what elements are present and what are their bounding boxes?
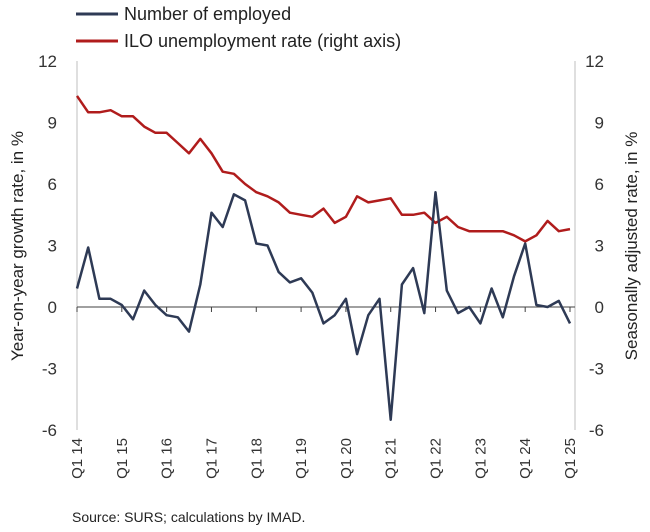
- series-line-number-of-employed: [75, 190, 572, 422]
- x-tick-label: Q1 20: [338, 438, 355, 479]
- legend-label-unemployment: ILO unemployment rate (right axis): [124, 31, 401, 51]
- right-tick-label: -6: [589, 421, 604, 440]
- series-line-unemployment-rate: [75, 95, 571, 243]
- left-tick-label: 3: [48, 237, 57, 256]
- left-tick-label: -6: [42, 421, 57, 440]
- x-tick-label: Q1 14: [69, 438, 86, 479]
- source-note: Source: SURS; calculations by IMAD.: [72, 509, 306, 525]
- legend-label-employed: Number of employed: [124, 4, 291, 24]
- right-tick-label: 9: [595, 114, 604, 133]
- plot-frame: [76, 61, 576, 430]
- right-axis-title: Seasonally adjusted rate, in %: [622, 132, 641, 361]
- right-tick-labels: -6 -3 0 3 6 9 12: [585, 52, 604, 440]
- left-tick-labels: -6 -3 0 3 6 9 12: [38, 52, 57, 440]
- right-tick-label: 6: [595, 175, 604, 194]
- left-tick-label: 12: [38, 52, 57, 71]
- left-tick-label: 0: [48, 298, 57, 317]
- x-tick-label: Q1 19: [293, 438, 310, 479]
- x-tick-label: Q1 22: [428, 438, 445, 479]
- right-tick-label: -3: [589, 360, 604, 379]
- x-tick-labels: Q1 14 Q1 15 Q1 16 Q1 17 Q1 18 Q1 19 Q1 20 Q1 21…: [69, 438, 579, 479]
- left-axis-title: Year-on-year growth rate, in %: [8, 131, 27, 361]
- x-tick-label: Q1 21: [383, 438, 400, 479]
- right-tick-label: 0: [595, 298, 604, 317]
- left-tick-label: -3: [42, 360, 57, 379]
- left-tick-label: 6: [48, 175, 57, 194]
- x-tick-label: Q1 17: [203, 438, 220, 479]
- x-tick-label: Q1 16: [159, 438, 176, 479]
- right-tick-label: 3: [595, 237, 604, 256]
- x-tick-label: Q1 24: [517, 438, 534, 479]
- right-tick-label: 12: [585, 52, 604, 71]
- x-tick-label: Q1 25: [562, 438, 579, 479]
- x-tick-label: Q1 23: [472, 438, 489, 479]
- x-tick-label: Q1 18: [248, 438, 265, 479]
- x-tick-marks: [76, 307, 571, 312]
- legend: Number of employed ILO unemployment rate…: [76, 4, 401, 51]
- left-tick-label: 9: [48, 114, 57, 133]
- x-tick-label: Q1 15: [114, 438, 131, 479]
